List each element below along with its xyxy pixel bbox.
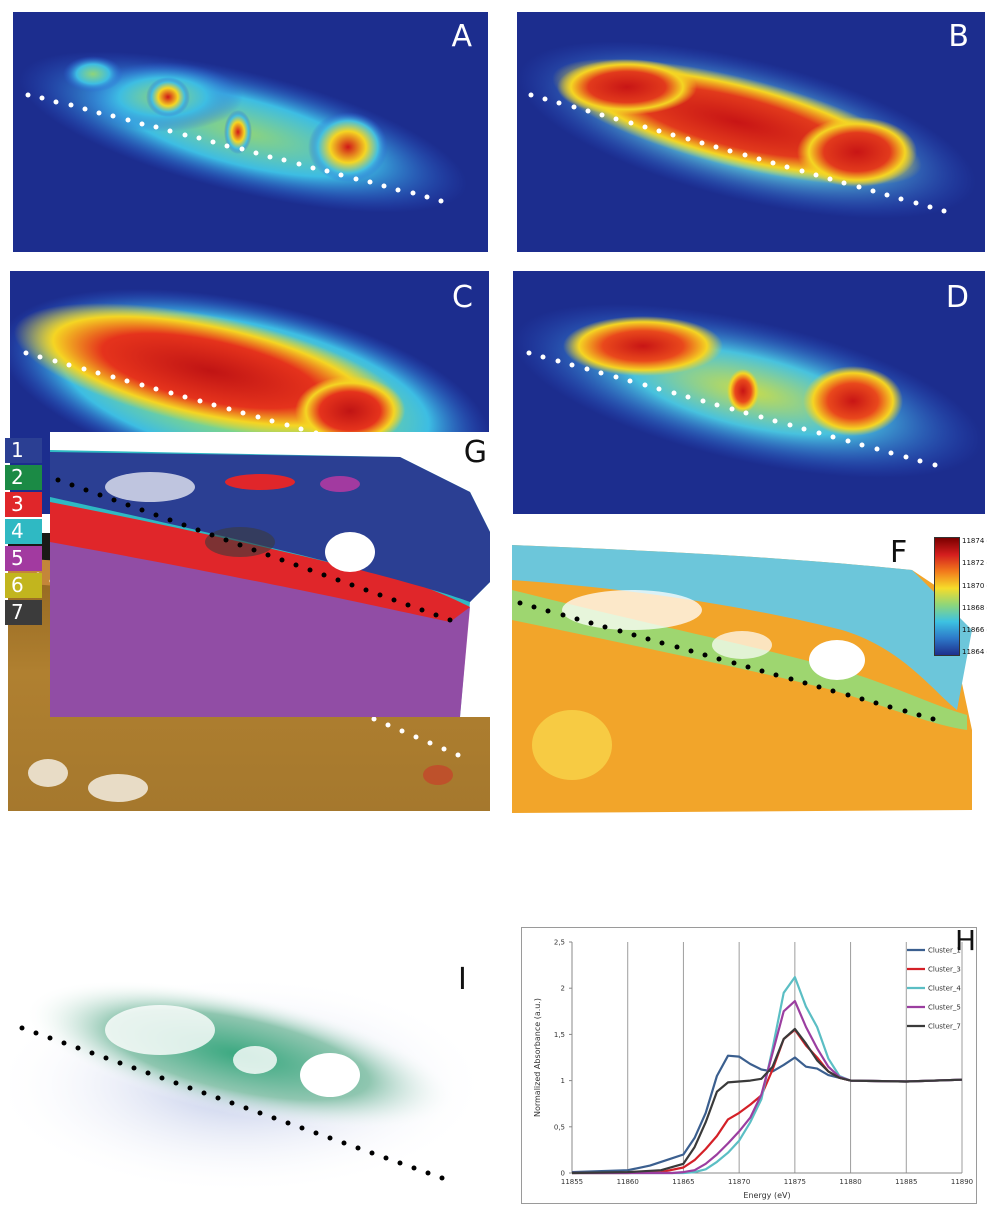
y-tick-label: 1,5 — [554, 1031, 565, 1039]
colorbar-label: 11864 e — [962, 648, 987, 656]
boundary-dotted-line — [528, 92, 947, 214]
colorbar-label: 11868 e — [962, 604, 987, 612]
legend-label: Cluster_5 — [928, 1004, 961, 1012]
panel-b-map: B — [517, 12, 985, 252]
x-tick-label: 11885 — [895, 1178, 917, 1186]
colorbar-label: 11870 e — [962, 582, 987, 590]
x-tick-label: 11855 — [561, 1178, 583, 1186]
panel-letter: D — [945, 280, 969, 315]
legend-label: Cluster_7 — [928, 1023, 961, 1031]
edge-energy-map — [512, 530, 987, 813]
panel-d-heatmap — [513, 271, 985, 514]
panel-d-map: D — [513, 271, 985, 514]
panel-f-map: F — [512, 530, 987, 813]
cluster-swatch: 6 — [5, 573, 42, 598]
cluster-map — [50, 432, 495, 717]
cluster-swatch: 7 — [5, 600, 42, 625]
x-tick-label: 11880 — [839, 1178, 861, 1186]
boundary-dotted-line — [517, 600, 936, 722]
colorbar-label: 11872 e — [962, 559, 987, 567]
cluster-swatch: 3 — [5, 492, 42, 517]
panel-letter: F — [890, 535, 908, 570]
cluster-swatch: 2 — [5, 465, 42, 490]
legend-label: Cluster_4 — [928, 985, 961, 993]
panel-letter: A — [451, 19, 472, 54]
panel-letter: H — [955, 924, 977, 957]
y-axis-label: Normalized Absorbance (a.u.) — [533, 998, 542, 1117]
legend-label: Cluster_3 — [928, 966, 961, 974]
series-line-cluster-5 — [572, 1000, 963, 1175]
boundary-dotted-line — [19, 1025, 445, 1181]
x-tick-label: 11870 — [728, 1178, 750, 1186]
boundary-dotted-line — [25, 92, 444, 204]
x-tick-label: 11890 — [951, 1178, 973, 1186]
colorbar-label: 11866 e — [962, 626, 987, 634]
series-line-cluster-1 — [571, 1054, 963, 1174]
cluster-swatch: 5 — [5, 546, 42, 571]
x-tick-label: 11865 — [672, 1178, 694, 1186]
x-tick-label: 11860 — [617, 1178, 639, 1186]
chart-svg: 11855 11860 11865 11870 11875 11880 11885 11890… — [533, 939, 973, 1201]
panel-letter: I — [458, 965, 467, 997]
cluster-swatch: 1 — [5, 438, 42, 463]
series-line-cluster-7 — [571, 1027, 963, 1175]
rgb-composite-map — [10, 965, 480, 1206]
boundary-dotted-line — [55, 477, 453, 623]
cluster-swatch: 4 — [5, 519, 42, 544]
y-tick-label: 0,5 — [554, 1123, 565, 1131]
panel-letter: B — [948, 19, 969, 54]
colorbar-label: 11874 e — [962, 537, 987, 545]
legend-label: Cluster_1 — [928, 947, 961, 955]
panel-letter: C — [452, 280, 473, 315]
x-axis-label: Energy (eV) — [743, 1191, 790, 1200]
x-tick-label: 11875 — [784, 1178, 806, 1186]
boundary-dotted-line — [526, 350, 938, 468]
y-tick-label: 0 — [561, 1170, 565, 1178]
y-tick-label: 2,5 — [554, 939, 565, 947]
panel-a-heatmap — [13, 12, 488, 252]
y-tick-label: 2 — [561, 985, 565, 993]
panel-b-heatmap — [517, 12, 985, 252]
panel-letter: G — [463, 435, 487, 470]
cluster-color-legend: 1 2 3 4 5 6 7 — [5, 438, 42, 627]
y-tick-label: 1 — [561, 1077, 565, 1085]
energy-colorbar — [934, 537, 960, 656]
xanes-spectra-chart: 11855 11860 11865 11870 11875 11880 11885 11890… — [521, 927, 977, 1204]
series-line-cluster-3 — [572, 1028, 963, 1175]
panel-a-map: A — [13, 12, 488, 252]
panel-i-map: I — [10, 965, 480, 1206]
panel-g-map: G — [50, 432, 495, 717]
